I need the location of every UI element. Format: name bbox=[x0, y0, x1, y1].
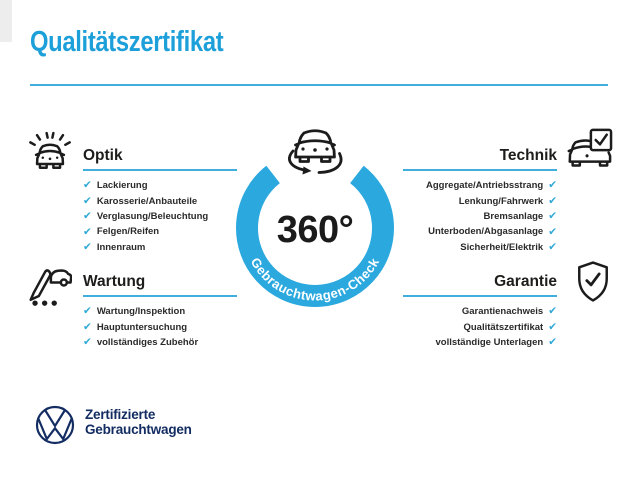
checklist-item: vollständige Unterlagen ✔ bbox=[347, 335, 558, 350]
check-icon: ✔ bbox=[83, 336, 92, 349]
checklist-wartung: ✔ Wartung/Inspektion ✔ Hauptuntersuchung ✔… bbox=[83, 304, 293, 350]
brand-line1: Zertifizierte bbox=[85, 407, 156, 422]
check-icon: ✔ bbox=[548, 305, 557, 318]
car-360-rotation-icon bbox=[288, 129, 343, 175]
scan-artifact bbox=[0, 0, 12, 42]
checklist-garantie: Garantienachweis ✔ Qualitätszertifikat ✔ v… bbox=[347, 304, 558, 350]
checklist-item: ✔ Hauptuntersuchung bbox=[83, 319, 293, 334]
checklist-item-label: vollständige Unterlagen bbox=[435, 336, 544, 348]
check-icon: ✔ bbox=[83, 194, 92, 207]
checklist-item-label: Lenkung/Fahrwerk bbox=[458, 195, 544, 207]
checklist-item: ✔ vollständiges Zubehör bbox=[83, 335, 293, 350]
checklist-item: ✔ Verglasung/Beleuchtung bbox=[83, 209, 293, 224]
shield-check-icon bbox=[578, 261, 608, 302]
check-icon: ✔ bbox=[83, 225, 92, 238]
checklist-technik: Aggregate/Antriebsstrang ✔ Lenkung/Fahrwe… bbox=[347, 178, 557, 255]
brand-wordmark: Zertifizierte Gebrauchtwagen bbox=[85, 407, 192, 437]
checklist-item: ✔ Karosserie/Anbauteile bbox=[83, 193, 293, 208]
checklist-item-label: Felgen/Reifen bbox=[96, 226, 160, 238]
checklist-item: Bremsanlage ✔ bbox=[347, 209, 557, 224]
check-icon: ✔ bbox=[83, 179, 92, 192]
checklist-item-label: Unterboden/Abgasanlage bbox=[428, 226, 544, 238]
pen-car-checklist-icon bbox=[29, 269, 72, 306]
check-icon: ✔ bbox=[548, 179, 557, 192]
checklist-item-label: Innenraum bbox=[96, 241, 146, 253]
check-icon: ✔ bbox=[548, 336, 557, 349]
badge-360-ring: Gebrauchtwagen-Check bbox=[236, 165, 394, 307]
checklist-item-label: Wartung/Inspektion bbox=[96, 306, 186, 318]
section-divider-optik bbox=[83, 169, 237, 171]
checklist-item-label: Hauptuntersuchung bbox=[96, 321, 188, 333]
checklist-item: ✔ Innenraum bbox=[83, 240, 293, 255]
checklist-item-label: Garantienachweis bbox=[461, 306, 544, 318]
check-icon: ✔ bbox=[83, 320, 92, 333]
checklist-item: Qualitätszertifikat ✔ bbox=[347, 319, 557, 334]
section-divider-wartung bbox=[83, 295, 237, 297]
car-checkbox-icon bbox=[567, 128, 613, 167]
checklist-item: ✔ Wartung/Inspektion bbox=[83, 304, 293, 319]
check-icon: ✔ bbox=[83, 241, 92, 253]
vw-logo bbox=[35, 405, 75, 445]
badge-360-label: 360° bbox=[276, 209, 354, 251]
checklist-item-label: Aggregate/Antriebsstrang bbox=[426, 180, 544, 192]
checklist-item-label: Bremsanlage bbox=[483, 210, 544, 222]
checklist-item-label: vollständiges Zubehör bbox=[96, 336, 199, 348]
check-icon: ✔ bbox=[548, 225, 557, 238]
checklist-item-label: Karosserie/Anbauteile bbox=[96, 195, 198, 207]
car-shine-icon bbox=[29, 131, 71, 170]
checklist-item: Lenkung/Fahrwerk ✔ bbox=[347, 193, 557, 208]
check-icon: ✔ bbox=[548, 194, 557, 207]
checklist-item: ✔ Felgen/Reifen bbox=[83, 224, 293, 239]
checklist-item-label: Sicherheit/Elektrik bbox=[460, 241, 544, 253]
section-divider-technik bbox=[403, 169, 557, 171]
checklist-optik: ✔ Lackierung ✔ Karosserie/Anbauteile ✔ Verg… bbox=[83, 178, 293, 255]
check-icon: ✔ bbox=[548, 320, 557, 333]
title-divider bbox=[30, 84, 608, 86]
checklist-item: ✔ Lackierung bbox=[83, 178, 293, 193]
checklist-item: Garantienachweis ✔ bbox=[347, 304, 557, 319]
check-icon: ✔ bbox=[83, 210, 92, 223]
checklist-item-label: Qualitätszertifikat bbox=[463, 321, 544, 333]
section-title-optik: Optik bbox=[83, 147, 123, 164]
brand-line2: Gebrauchtwagen bbox=[85, 422, 192, 437]
check-icon: ✔ bbox=[548, 241, 557, 253]
checklist-item: Sicherheit/Elektrik ✔ bbox=[347, 240, 557, 255]
section-title-wartung: Wartung bbox=[83, 273, 146, 290]
check-icon: ✔ bbox=[83, 305, 92, 318]
section-title-garantie: Garantie bbox=[494, 273, 557, 290]
checklist-item-label: Verglasung/Beleuchtung bbox=[96, 210, 209, 222]
section-divider-garantie bbox=[403, 295, 557, 297]
checklist-item-label: Lackierung bbox=[96, 180, 148, 192]
checklist-item: Aggregate/Antriebsstrang ✔ bbox=[347, 178, 557, 193]
checklist-item: Unterboden/Abgasanlage ✔ bbox=[347, 224, 557, 239]
page-title: Qualitätszertifikat bbox=[30, 26, 224, 58]
section-title-technik: Technik bbox=[499, 147, 557, 164]
check-icon: ✔ bbox=[548, 210, 557, 223]
